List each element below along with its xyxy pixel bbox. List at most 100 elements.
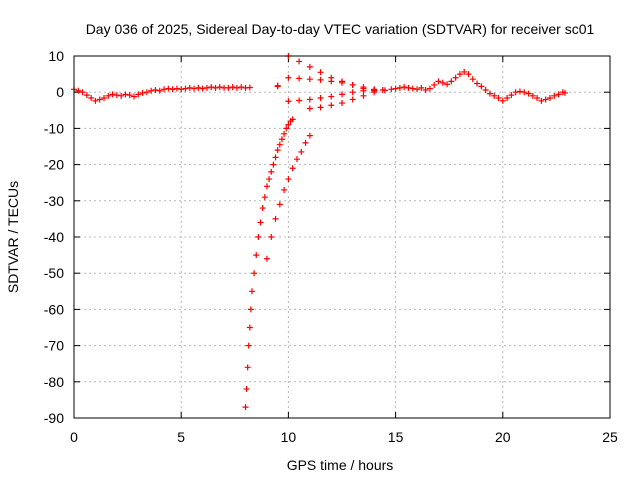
- data-point: [281, 186, 288, 193]
- y-tick-label: -90: [44, 410, 64, 426]
- data-point: [392, 85, 399, 92]
- data-point: [444, 81, 451, 88]
- data-point: [461, 68, 468, 75]
- data-point: [285, 121, 292, 128]
- y-tick-label: -30: [44, 193, 64, 209]
- data-point: [274, 147, 281, 154]
- data-point: [551, 92, 558, 99]
- data-point: [259, 205, 266, 212]
- data-point: [272, 215, 279, 222]
- data-point: [195, 84, 202, 91]
- x-tick-label: 5: [177, 429, 185, 445]
- data-point: [328, 78, 335, 85]
- data-point: [534, 94, 541, 101]
- data-point: [339, 79, 345, 86]
- data-point: [126, 92, 133, 99]
- data-point: [148, 87, 155, 94]
- data-point: [135, 91, 142, 98]
- data-point: [409, 85, 416, 92]
- data-point: [161, 86, 168, 93]
- data-point: [360, 87, 367, 94]
- data-point: [491, 92, 498, 99]
- data-point: [83, 92, 90, 99]
- data-point: [246, 84, 253, 91]
- data-point: [456, 71, 463, 78]
- data-point: [263, 183, 270, 190]
- data-point: [113, 92, 120, 99]
- data-point: [251, 270, 258, 277]
- data-point: [306, 76, 313, 83]
- data-point: [306, 63, 313, 70]
- data-point: [216, 84, 223, 91]
- data-point: [542, 96, 549, 103]
- data-point: [182, 85, 189, 92]
- data-point: [118, 92, 125, 99]
- data-point: [242, 404, 249, 411]
- chart-title: Day 036 of 2025, Sidereal Day-to-day VTE…: [86, 21, 595, 37]
- data-point: [306, 96, 313, 103]
- data-point: [405, 84, 412, 91]
- data-point: [88, 94, 95, 101]
- data-point: [268, 168, 275, 175]
- data-point: [486, 90, 493, 97]
- data-point: [379, 87, 386, 94]
- data-point: [257, 219, 264, 226]
- data-point: [360, 92, 367, 99]
- data-point: [268, 234, 275, 240]
- data-point: [349, 81, 356, 88]
- data-point: [79, 89, 86, 96]
- data-point: [452, 74, 459, 81]
- data-point: [435, 78, 442, 85]
- data-point: [143, 89, 150, 96]
- data-point: [306, 105, 313, 112]
- data-point: [191, 85, 198, 92]
- data-point: [165, 85, 172, 92]
- y-tick-label: -40: [44, 229, 64, 245]
- data-point: [238, 84, 245, 91]
- data-point: [212, 84, 219, 91]
- data-point: [186, 84, 193, 91]
- data-point: [296, 75, 303, 82]
- data-point: [156, 87, 163, 94]
- data-point: [469, 76, 476, 83]
- data-point: [529, 92, 536, 99]
- data-point: [233, 84, 240, 91]
- data-point: [105, 92, 112, 99]
- y-tick-label: 10: [48, 48, 64, 64]
- data-point: [255, 234, 262, 240]
- data-point: [401, 84, 408, 91]
- data-point: [546, 94, 553, 101]
- data-point: [339, 91, 345, 98]
- y-tick-label: -80: [44, 374, 64, 390]
- data-point: [431, 81, 438, 88]
- data-point: [317, 76, 324, 83]
- x-tick-label: 10: [281, 429, 297, 445]
- data-point: [298, 148, 305, 155]
- data-point: [561, 89, 568, 96]
- data-point: [203, 84, 210, 91]
- data-point: [388, 86, 395, 93]
- data-point: [245, 342, 252, 349]
- data-point: [317, 104, 324, 111]
- x-axis-label: GPS time / hours: [287, 457, 394, 473]
- data-point: [263, 255, 270, 262]
- data-point: [285, 176, 292, 183]
- data-point: [173, 85, 180, 92]
- data-point: [317, 69, 324, 76]
- data-point: [525, 90, 532, 97]
- data-point: [465, 71, 472, 78]
- data-point: [283, 125, 290, 132]
- data-point: [302, 139, 309, 146]
- grid-lines: [74, 56, 610, 418]
- data-point: [422, 87, 429, 94]
- data-point: [418, 84, 425, 91]
- data-point: [169, 86, 176, 93]
- data-point: [328, 102, 335, 109]
- data-point: [482, 87, 489, 94]
- data-point: [289, 165, 296, 172]
- data-point: [75, 87, 82, 94]
- data-point: [512, 89, 519, 96]
- data-point: [270, 161, 277, 168]
- x-tick-label: 20: [495, 429, 511, 445]
